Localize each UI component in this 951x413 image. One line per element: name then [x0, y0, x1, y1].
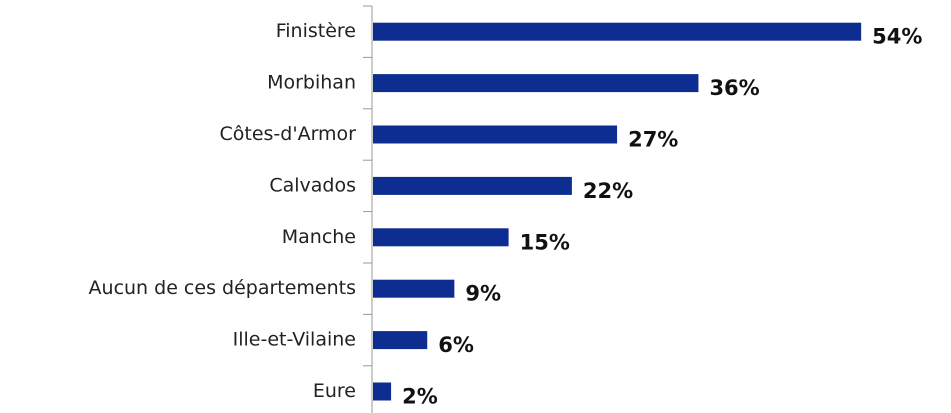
bar	[373, 228, 509, 247]
value-label: 27%	[628, 128, 678, 152]
value-label: 36%	[709, 76, 759, 100]
bar	[373, 382, 392, 401]
bar	[373, 176, 572, 195]
value-label: 6%	[438, 333, 474, 357]
category-label: Morbihan	[267, 72, 356, 94]
category-label: Eure	[313, 380, 356, 402]
category-label: Côtes-d'Armor	[220, 123, 357, 145]
bar	[373, 22, 862, 41]
bar	[373, 125, 618, 144]
value-label: 2%	[402, 385, 438, 409]
category-label: Ille-et-Vilaine	[233, 329, 356, 351]
category-label: Finistère	[276, 20, 356, 42]
value-label: 9%	[465, 282, 501, 306]
value-label: 15%	[520, 230, 570, 254]
value-label: 22%	[583, 179, 633, 203]
value-label: 54%	[872, 25, 922, 49]
bar	[373, 279, 455, 298]
category-label: Calvados	[269, 174, 356, 196]
category-label: Manche	[282, 226, 356, 248]
bar	[373, 331, 428, 350]
bar	[373, 74, 699, 93]
category-label: Aucun de ces départements	[89, 277, 356, 299]
